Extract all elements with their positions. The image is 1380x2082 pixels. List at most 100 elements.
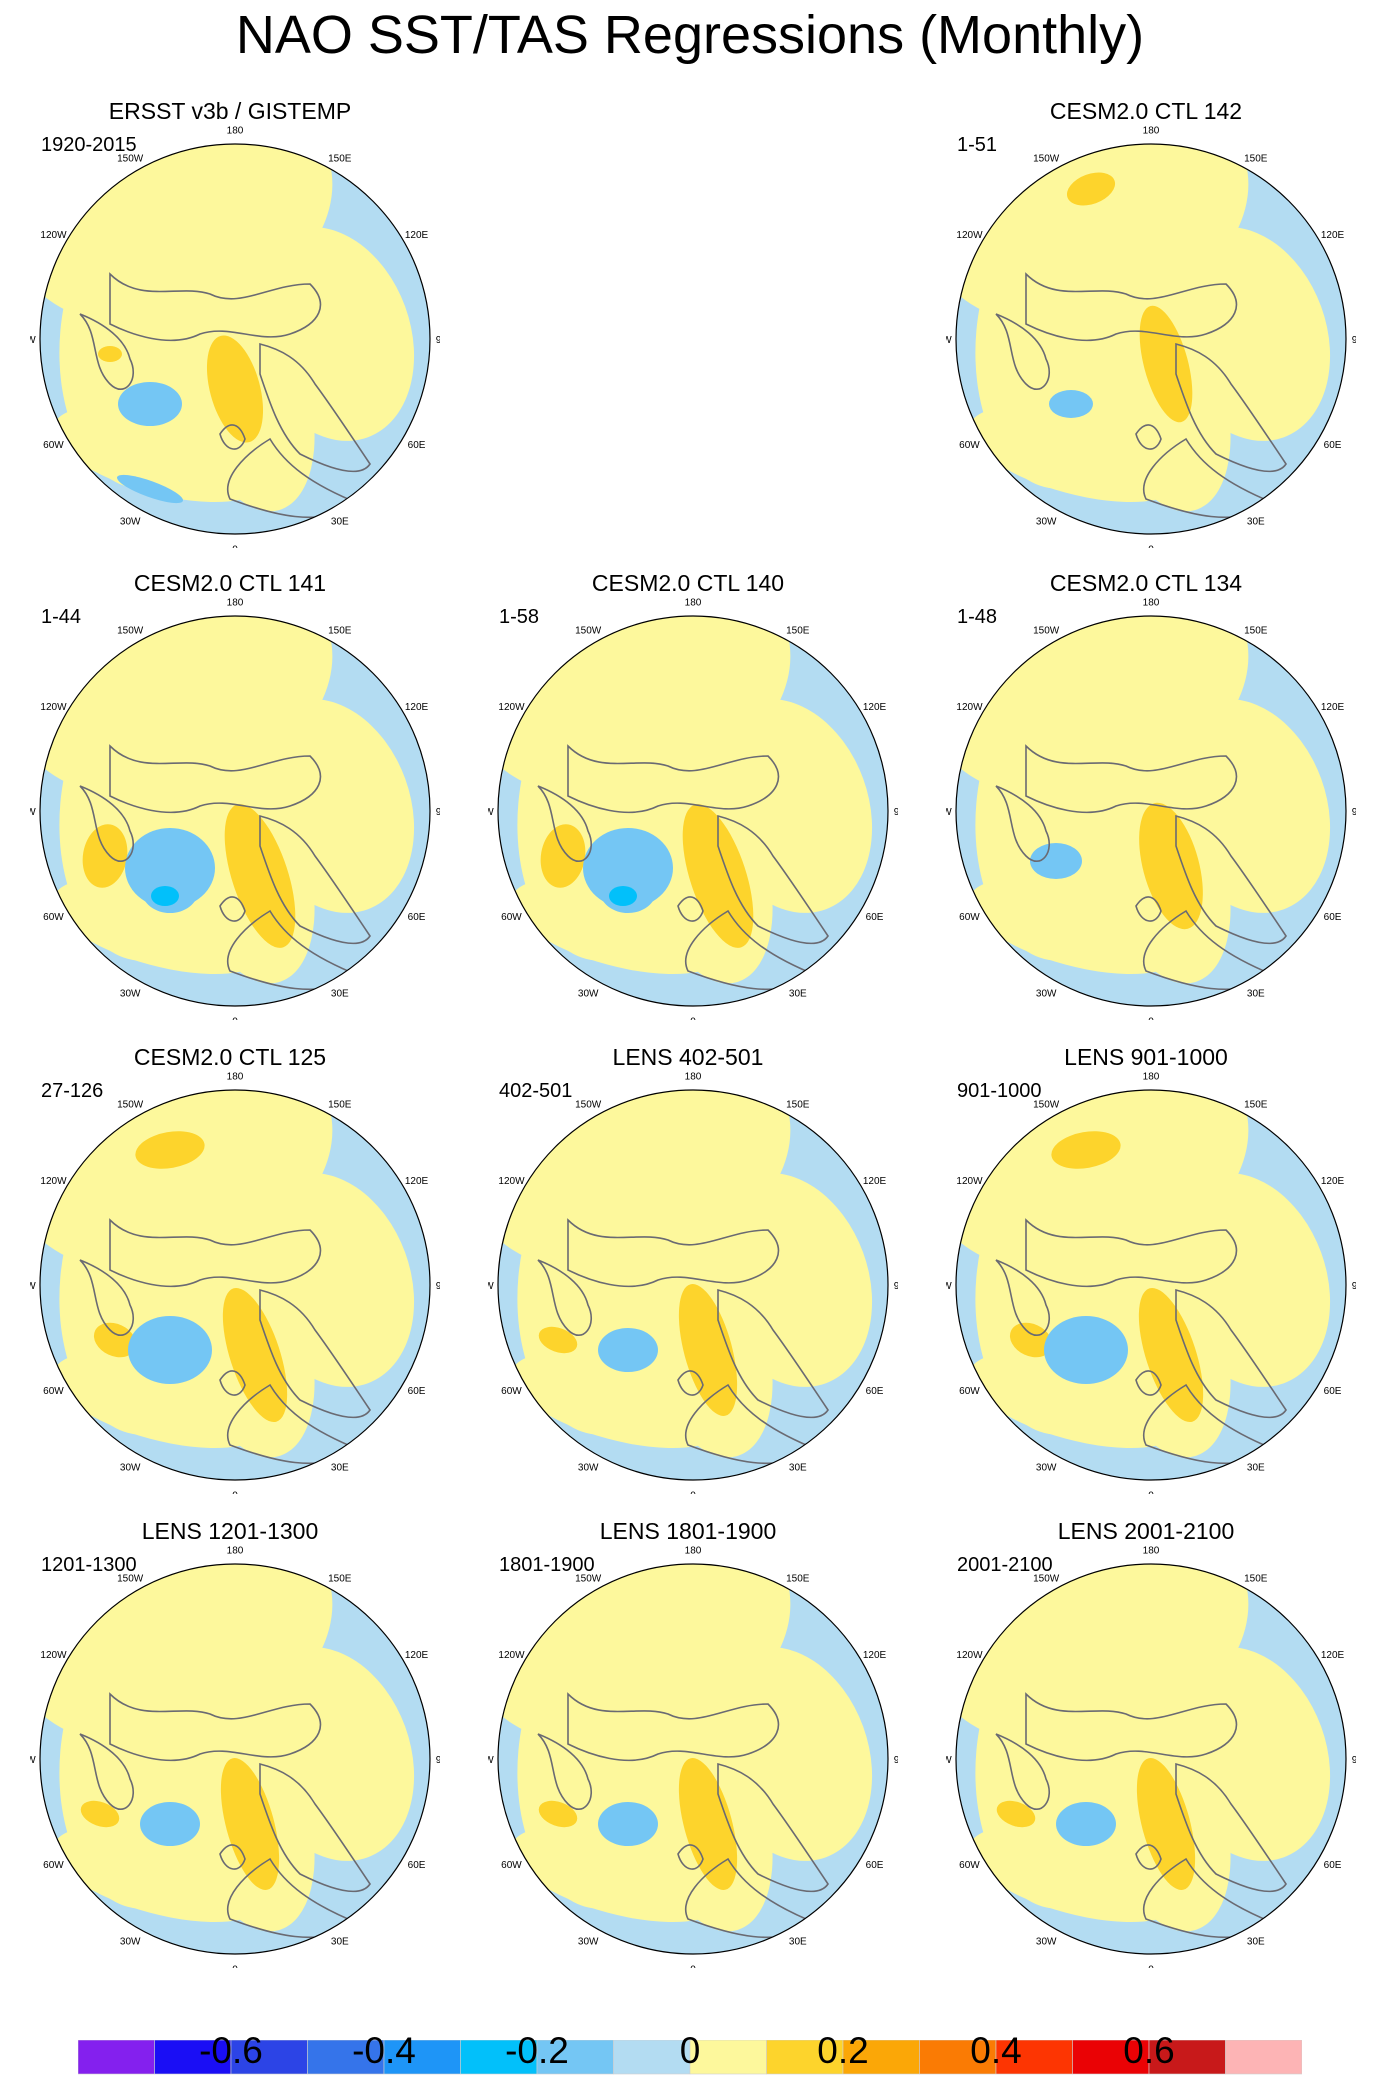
longitude-label: 180 [1143, 1071, 1160, 1082]
anomaly-region [80, 1800, 120, 1828]
longitude-label: 120E [1321, 702, 1345, 713]
coastline [109, 1692, 322, 1762]
longitude-label: 150W [1033, 625, 1060, 636]
panel-period: 27-126 [41, 1080, 104, 1102]
chart-title: NAO SST/TAS Regressions (Monthly) [235, 5, 1145, 65]
map-border [497, 615, 889, 1007]
longitude-label: 60W [959, 912, 980, 923]
colorbar-tick-label: -0.6 [199, 2030, 263, 2071]
longitude-label: 150E [328, 1099, 352, 1110]
anomaly-region [1139, 802, 1203, 930]
colorbar-swatch [1148, 2040, 1226, 2075]
anomaly-region [98, 346, 122, 362]
panel-title: LENS 901-1000 [1064, 1044, 1228, 1070]
coastline [677, 896, 704, 922]
anomaly-region [116, 474, 184, 504]
map-border [497, 1089, 889, 1481]
polar-map: 180 150E 120E 90E 60E 30E 0 30W 60W 90W 120W 150W [30, 1545, 440, 1968]
longitude-label: 90E [436, 1755, 440, 1766]
longitude-label: 120E [405, 1650, 429, 1661]
longitude-label: 90W [488, 1755, 494, 1766]
longitude-label: 30W [578, 989, 599, 1000]
longitude-label: 150E [328, 625, 352, 636]
longitude-label: 60W [501, 1386, 522, 1397]
panel-period: 901-1000 [957, 1080, 1042, 1102]
longitude-label: 0 [232, 1491, 238, 1494]
anomaly-region [538, 1326, 578, 1354]
longitude-label: 90W [946, 1281, 952, 1292]
longitude-label: 90W [946, 807, 952, 818]
anomaly-region [969, 406, 1183, 502]
panel-title: LENS 1201-1300 [141, 1518, 319, 1544]
panel-title: CESM2.0 CTL 134 [1049, 570, 1243, 596]
longitude-label: 0 [690, 1965, 696, 1968]
longitude-label: 120E [405, 1176, 429, 1187]
longitude-label: 30W [120, 517, 141, 528]
longitude-label: 0 [1148, 1491, 1154, 1494]
longitude-label: 120E [405, 702, 429, 713]
anomaly-region [969, 878, 1183, 974]
anomaly-region [1066, 172, 1116, 206]
longitude-label: 180 [227, 1545, 244, 1556]
anomaly-region [1030, 843, 1082, 879]
coastline [677, 1844, 704, 1870]
longitude-label: 90W [30, 1755, 36, 1766]
panel-title: LENS 2001-2100 [1057, 1518, 1235, 1544]
colorbar-swatch [689, 2040, 767, 2075]
coastline [1175, 342, 1287, 473]
coastline [1025, 1692, 1238, 1762]
colorbar-swatch [460, 2040, 538, 2075]
panel-title: CESM2.0 CTL 142 [1049, 98, 1243, 124]
longitude-label: 180 [227, 125, 244, 136]
longitude-label: 90W [946, 1755, 952, 1766]
longitude-label: 30E [331, 989, 349, 1000]
map-border [39, 1089, 431, 1481]
anomaly-region [1049, 390, 1093, 418]
coastline [995, 1259, 1051, 1336]
anomaly-region [678, 1758, 738, 1890]
coastline [1135, 1844, 1162, 1870]
longitude-label: 0 [690, 1017, 696, 1020]
longitude-label: 150W [575, 1099, 602, 1110]
anomaly-region [1136, 1758, 1196, 1890]
panel-period: 1920-2015 [41, 134, 137, 156]
anomaly-region [969, 1826, 1183, 1922]
panel-period: 1801-1900 [499, 1554, 595, 1576]
longitude-label: 90W [488, 1281, 494, 1292]
longitude-label: 60E [1324, 440, 1342, 451]
coastline [717, 1762, 829, 1893]
longitude-label: 60E [866, 912, 884, 923]
longitude-label: 90E [894, 1755, 898, 1766]
coastline [1143, 437, 1278, 519]
colorbar-swatch [307, 2040, 385, 2075]
longitude-label: 60E [866, 1386, 884, 1397]
longitude-label: 90W [30, 807, 36, 818]
coastline [537, 1259, 593, 1336]
map-border [497, 1563, 889, 1955]
coastline [259, 1762, 371, 1893]
panel-title: CESM2.0 CTL 140 [591, 570, 785, 596]
longitude-label: 60E [1324, 912, 1342, 923]
coastline [227, 909, 362, 991]
coastline [567, 744, 780, 814]
longitude-label: 30W [1036, 1463, 1057, 1474]
longitude-label: 30W [120, 1463, 141, 1474]
anomaly-region [135, 1131, 205, 1169]
longitude-label: 60W [43, 912, 64, 923]
longitude-label: 180 [1143, 125, 1160, 136]
longitude-label: 90E [1352, 1281, 1356, 1292]
coastline [537, 1733, 593, 1810]
panel-period: 1-51 [957, 134, 998, 156]
coastline [259, 342, 371, 473]
longitude-label: 150W [575, 1573, 602, 1584]
longitude-label: 60W [43, 1386, 64, 1397]
longitude-label: 120E [1321, 1176, 1345, 1187]
longitude-label: 150E [1244, 1099, 1268, 1110]
coastline [567, 1218, 780, 1288]
coastline [1135, 424, 1162, 450]
longitude-label: 120E [1321, 1650, 1345, 1661]
coastline [79, 1259, 135, 1336]
longitude-label: 150E [328, 153, 352, 164]
